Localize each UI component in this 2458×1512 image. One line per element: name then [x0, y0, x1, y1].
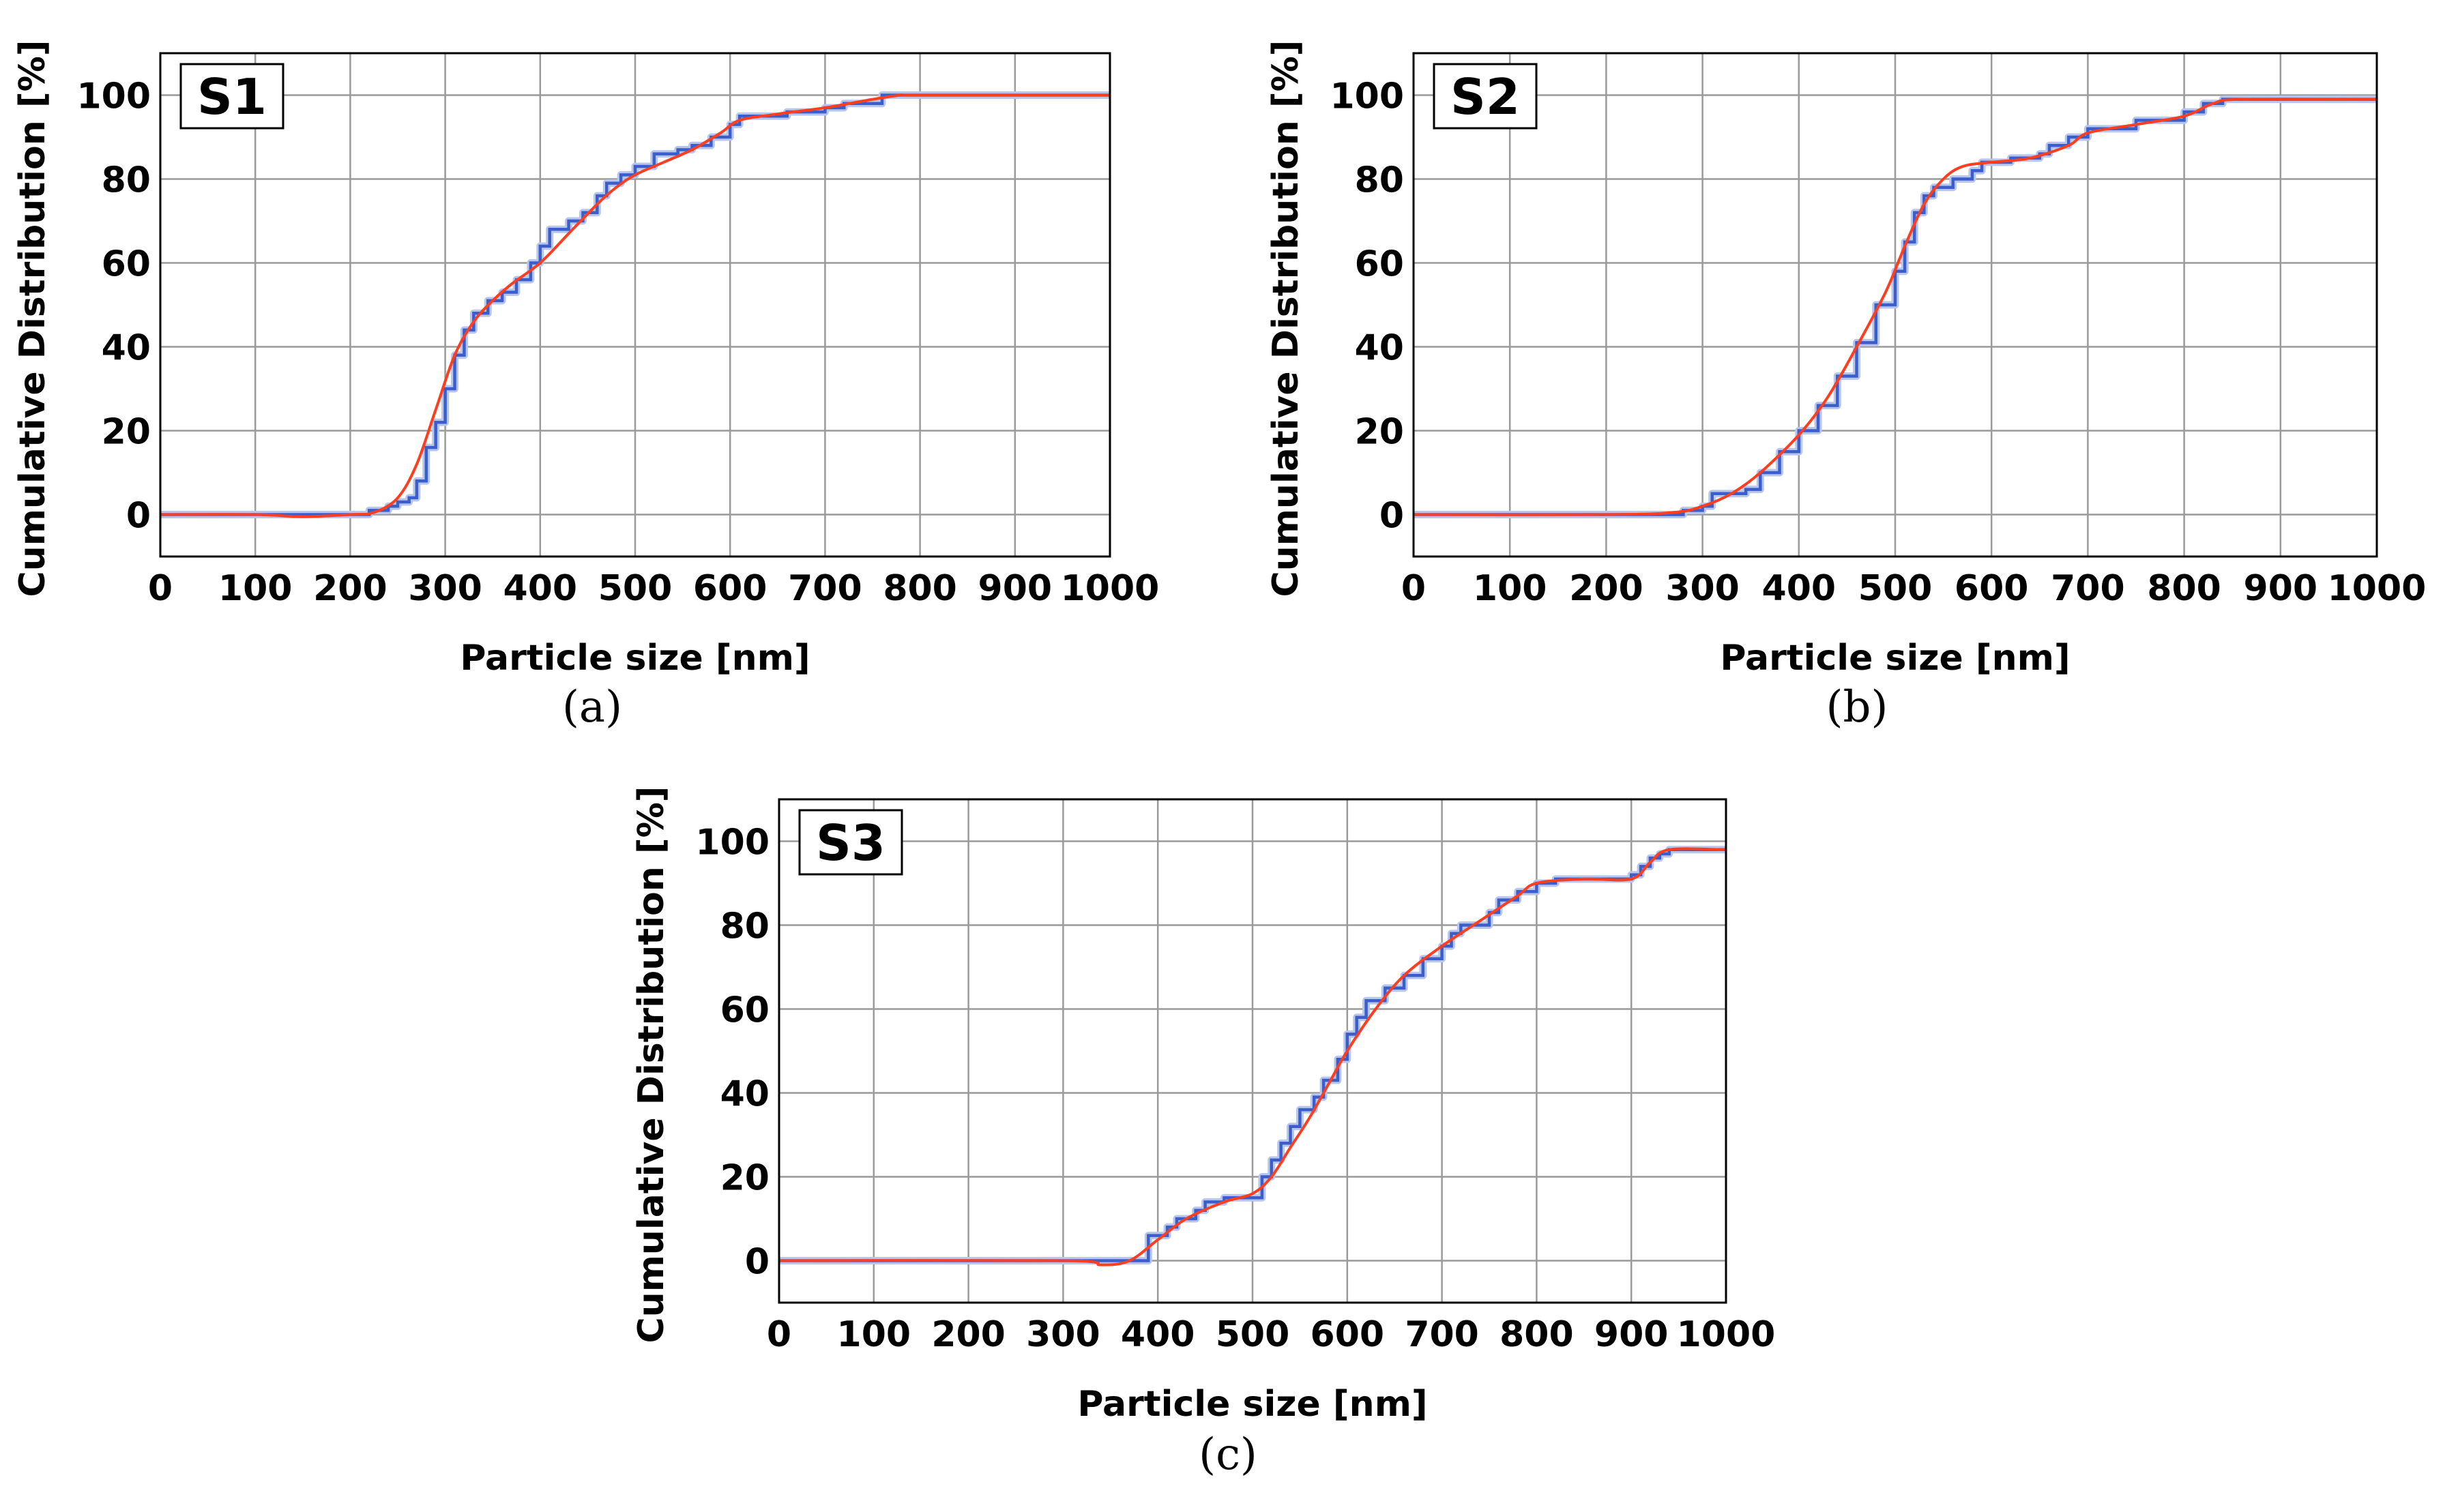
x-tick-label: 400	[1121, 1314, 1195, 1355]
series-fit-line	[160, 93, 1110, 518]
y-tick-label: 20	[1355, 412, 1404, 453]
chart-panel-s3: 0 100 200 300 400 500 600 700 800 900 1000 0 20 40 60 8…	[631, 786, 1775, 1480]
x-tick-label: 600	[1955, 568, 2029, 609]
y-tick-label: 0	[745, 1242, 770, 1283]
x-tick-label: 100	[1473, 568, 1547, 609]
panel-badge-box	[179, 63, 284, 130]
x-tick-label: 500	[1216, 1314, 1290, 1355]
x-tick-label: 200	[313, 568, 387, 609]
y-tick-label: 100	[695, 822, 770, 863]
plot-frame	[778, 798, 1727, 1304]
y-tick-label: 20	[720, 1158, 770, 1199]
x-tick-label: 900	[2244, 568, 2318, 609]
series-fit-line	[1413, 98, 2377, 516]
x-tick-label: 0	[767, 1314, 791, 1355]
series-step-line	[160, 93, 1110, 516]
x-tick-label: 400	[503, 568, 578, 609]
y-tick-label: 100	[1330, 76, 1404, 117]
y-tick-label: 20	[102, 412, 151, 453]
panel-badge-label: S2	[1450, 68, 1520, 125]
x-tick-label: 100	[837, 1314, 911, 1355]
x-tick-label: 1000	[1061, 568, 1160, 609]
x-tick-label: 400	[1762, 568, 1837, 609]
panel-caption: (a)	[562, 682, 622, 732]
panel-caption: (b)	[1826, 682, 1888, 732]
plot-frame	[1412, 52, 2378, 558]
y-axis-label: Cumulative Distribution [%]	[631, 786, 672, 1344]
x-tick-label: 600	[1311, 1314, 1385, 1355]
x-tick-label: 100	[218, 568, 293, 609]
y-tick-label: 60	[720, 990, 770, 1031]
y-axis-label: Cumulative Distribution [%]	[12, 40, 53, 597]
x-axis-label: Particle size [nm]	[1720, 638, 2070, 679]
y-tick-label: 40	[102, 328, 151, 369]
panel-caption: (c)	[1199, 1429, 1257, 1480]
x-tick-label: 1000	[1677, 1314, 1776, 1355]
chart-panel-s2: 0 100 200 300 400 500 600 700 800 900 1000 0 20 40 60 8…	[1265, 40, 2426, 732]
x-tick-label: 0	[148, 568, 173, 609]
x-tick-label: 300	[1665, 568, 1740, 609]
x-tick-label: 700	[2051, 568, 2125, 609]
panel-badge-label: S1	[197, 68, 267, 125]
x-tick-label: 200	[1569, 568, 1643, 609]
chart-panel-s1: 0 100 200 300 400 500 600 700 800 900 1000 0 20 40 60 8…	[12, 40, 1159, 732]
y-tick-label: 0	[1379, 496, 1404, 537]
series-fit-line	[778, 847, 1727, 1266]
x-tick-label: 800	[883, 568, 957, 609]
x-tick-label: 300	[1026, 1314, 1100, 1355]
y-tick-label: 60	[1355, 244, 1404, 285]
y-axis-label: Cumulative Distribution [%]	[1265, 40, 1306, 597]
x-tick-label: 600	[693, 568, 767, 609]
x-tick-label: 800	[1499, 1314, 1574, 1355]
x-tick-label: 700	[788, 568, 862, 609]
x-tick-label: 200	[931, 1314, 1006, 1355]
x-tick-label: 0	[1401, 568, 1426, 609]
x-tick-label: 500	[1858, 568, 1933, 609]
y-tick-label: 40	[720, 1074, 770, 1115]
panel-badge-label: S3	[816, 814, 886, 872]
x-tick-label: 900	[978, 568, 1053, 609]
x-tick-label: 500	[598, 568, 673, 609]
y-tick-label: 60	[102, 244, 151, 285]
x-tick-label: 1000	[2328, 568, 2427, 609]
y-tick-label: 0	[126, 496, 151, 537]
y-tick-label: 80	[102, 160, 151, 201]
x-axis-label: Particle size [nm]	[460, 638, 810, 679]
y-tick-label: 100	[76, 76, 151, 117]
plot-frame	[159, 52, 1111, 558]
x-axis-label: Particle size [nm]	[1077, 1384, 1427, 1425]
x-tick-label: 900	[1594, 1314, 1669, 1355]
x-tick-label: 300	[408, 568, 482, 609]
y-tick-label: 40	[1355, 328, 1404, 369]
y-tick-label: 80	[1355, 160, 1404, 201]
panel-badge-box	[798, 809, 903, 876]
panel-badge-box	[1433, 63, 1538, 130]
y-tick-label: 80	[720, 906, 770, 947]
x-tick-label: 800	[2147, 568, 2221, 609]
x-tick-label: 700	[1405, 1314, 1479, 1355]
